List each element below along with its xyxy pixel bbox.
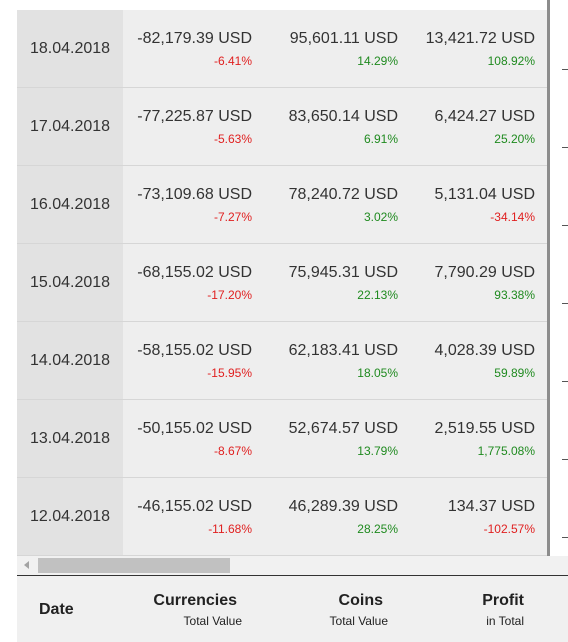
- profit-change: 1,775.08%: [477, 444, 535, 458]
- currencies-cell: -50,155.02 USD -8.67%: [123, 400, 252, 477]
- left-gutter: [0, 0, 17, 641]
- footer-profit-label: Profit: [482, 592, 524, 609]
- footer-coins-sublabel: Total Value: [329, 614, 388, 628]
- offscreen-cell-marker: [562, 69, 568, 70]
- profit-cell: 134.37 USD -102.57%: [398, 478, 535, 555]
- profit-cell: 13,421.72 USD 108.92%: [398, 10, 535, 87]
- coins-change: 6.91%: [363, 132, 398, 146]
- currencies-cell: -73,109.68 USD -7.27%: [123, 166, 252, 243]
- offscreen-cell-marker: [562, 537, 568, 538]
- currencies-change: -15.95%: [207, 366, 252, 380]
- date-cell: 12.04.2018: [17, 478, 123, 555]
- profit-cell: 6,424.27 USD 25.20%: [398, 88, 535, 165]
- coins-value: 46,289.39 USD: [288, 498, 398, 515]
- currencies-change: -5.63%: [213, 132, 252, 146]
- profit-cell: 2,519.55 USD 1,775.08%: [398, 400, 535, 477]
- coins-change: 22.13%: [357, 288, 398, 302]
- coins-cell: 52,674.57 USD 13.79%: [252, 400, 398, 477]
- offscreen-cell-marker: [562, 381, 568, 382]
- profit-value: 134.37 USD: [447, 498, 535, 515]
- coins-change: 13.79%: [357, 444, 398, 458]
- coins-cell: 62,183.41 USD 18.05%: [252, 322, 398, 399]
- coins-value: 52,674.57 USD: [288, 420, 398, 437]
- coins-change: 3.02%: [363, 210, 398, 224]
- profit-value: 7,790.29 USD: [434, 264, 535, 281]
- table-footer: Date Currencies Total Value Coins Total …: [17, 575, 568, 642]
- profit-value: 2,519.55 USD: [434, 420, 535, 437]
- profit-change: 25.20%: [494, 132, 535, 146]
- coins-cell: 46,289.39 USD 28.25%: [252, 478, 398, 555]
- profit-value: 4,028.39 USD: [434, 342, 535, 359]
- footer-currencies-sublabel: Total Value: [183, 614, 242, 628]
- currencies-cell: -68,155.02 USD -17.20%: [123, 244, 252, 321]
- date-cell: 15.04.2018: [17, 244, 123, 321]
- currencies-cell: -77,225.87 USD -5.63%: [123, 88, 252, 165]
- column-divider: [547, 0, 550, 556]
- currencies-change: -6.41%: [213, 54, 252, 68]
- coins-value: 95,601.11 USD: [289, 30, 398, 47]
- coins-cell: 78,240.72 USD 3.02%: [252, 166, 398, 243]
- coins-cell: 75,945.31 USD 22.13%: [252, 244, 398, 321]
- table-row[interactable]: 15.04.2018 -68,155.02 USD -17.20% 75,945…: [17, 244, 568, 322]
- footer-coins-label: Coins: [338, 592, 383, 609]
- scrollbar-thumb[interactable]: [38, 558, 230, 573]
- profit-change: 59.89%: [494, 366, 535, 380]
- profit-change: 108.92%: [487, 54, 535, 68]
- table-row[interactable]: 14.04.2018 -58,155.02 USD -15.95% 62,183…: [17, 322, 568, 400]
- currencies-value: -50,155.02 USD: [137, 420, 252, 437]
- profit-change: -102.57%: [483, 522, 535, 536]
- coins-value: 83,650.14 USD: [288, 108, 398, 125]
- profit-cell: 5,131.04 USD -34.14%: [398, 166, 535, 243]
- currencies-cell: -82,179.39 USD -6.41%: [123, 10, 252, 87]
- offscreen-cell-marker: [562, 147, 568, 148]
- currencies-value: -68,155.02 USD: [137, 264, 252, 281]
- table-row[interactable]: 17.04.2018 -77,225.87 USD -5.63% 83,650.…: [17, 88, 568, 166]
- offscreen-cell-marker: [562, 459, 568, 460]
- coins-cell: 83,650.14 USD 6.91%: [252, 88, 398, 165]
- date-cell: 17.04.2018: [17, 88, 123, 165]
- history-table: 18.04.2018 -82,179.39 USD -6.41% 95,601.…: [17, 0, 568, 556]
- offscreen-cell-marker: [562, 225, 568, 226]
- profit-change: 93.38%: [494, 288, 535, 302]
- currencies-value: -82,179.39 USD: [137, 30, 252, 47]
- currencies-change: -11.68%: [208, 522, 252, 536]
- coins-cell: 95,601.11 USD 14.29%: [252, 10, 398, 87]
- footer-profit-sublabel: in Total: [486, 614, 524, 628]
- table-row[interactable]: 12.04.2018 -46,155.02 USD -11.68% 46,289…: [17, 478, 568, 556]
- profit-value: 5,131.04 USD: [434, 186, 535, 203]
- currencies-change: -8.67%: [213, 444, 252, 458]
- next-column-edge: [550, 0, 568, 556]
- offscreen-cell-marker: [562, 303, 568, 304]
- coins-change: 14.29%: [357, 54, 398, 68]
- currencies-value: -73,109.68 USD: [137, 186, 252, 203]
- profit-value: 13,421.72 USD: [425, 30, 535, 47]
- coins-value: 62,183.41 USD: [288, 342, 398, 359]
- coins-change: 18.05%: [357, 366, 398, 380]
- coins-change: 28.25%: [357, 522, 398, 536]
- scroll-left-arrow-icon[interactable]: [24, 561, 29, 569]
- table-row[interactable]: 16.04.2018 -73,109.68 USD -7.27% 78,240.…: [17, 166, 568, 244]
- date-cell: 16.04.2018: [17, 166, 123, 243]
- profit-cell: 4,028.39 USD 59.89%: [398, 322, 535, 399]
- footer-date-label: Date: [39, 601, 74, 618]
- currencies-value: -46,155.02 USD: [137, 498, 252, 515]
- coins-value: 78,240.72 USD: [288, 186, 398, 203]
- date-cell: 14.04.2018: [17, 322, 123, 399]
- footer-currencies-label: Currencies: [153, 592, 237, 609]
- currencies-change: -17.20%: [207, 288, 252, 302]
- currencies-change: -7.27%: [213, 210, 252, 224]
- table-row[interactable]: 13.04.2018 -50,155.02 USD -8.67% 52,674.…: [17, 400, 568, 478]
- profit-cell: 7,790.29 USD 93.38%: [398, 244, 535, 321]
- table-row[interactable]: 18.04.2018 -82,179.39 USD -6.41% 95,601.…: [17, 10, 568, 88]
- profit-change: -34.14%: [490, 210, 535, 224]
- profit-value: 6,424.27 USD: [434, 108, 535, 125]
- horizontal-scrollbar[interactable]: [17, 556, 568, 575]
- coins-value: 75,945.31 USD: [288, 264, 398, 281]
- currencies-value: -77,225.87 USD: [137, 108, 252, 125]
- currencies-cell: -46,155.02 USD -11.68%: [123, 478, 252, 555]
- currencies-cell: -58,155.02 USD -15.95%: [123, 322, 252, 399]
- date-cell: 13.04.2018: [17, 400, 123, 477]
- currencies-value: -58,155.02 USD: [137, 342, 252, 359]
- date-cell: 18.04.2018: [17, 10, 123, 87]
